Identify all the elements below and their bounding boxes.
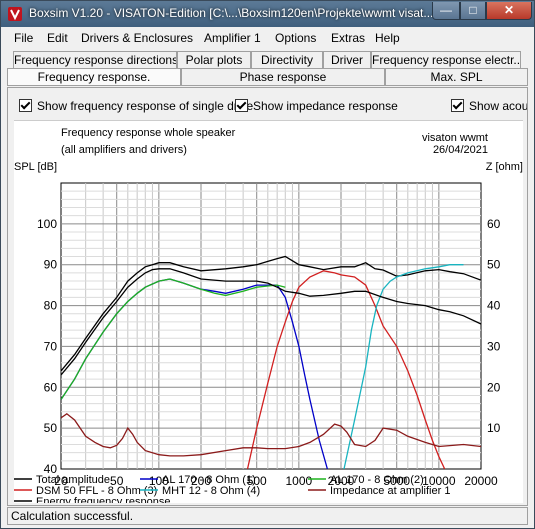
tab-frequency-response-directions[interactable]: Frequency response directions bbox=[13, 51, 177, 69]
menu-edit[interactable]: Edit bbox=[47, 31, 68, 45]
chart-ticks: 20 50 100 200 500 1000 2000 5000 10000 20000 40 50 6… bbox=[37, 217, 501, 488]
chart-header-right-1: visaton wwmt bbox=[422, 132, 488, 144]
y-tick-label: 90 bbox=[44, 258, 58, 272]
chart-date: 26/04/2021 bbox=[433, 144, 488, 156]
checkbox-single-drive-label: Show frequency response of single drive bbox=[37, 99, 254, 113]
y-tick-label: 100 bbox=[37, 217, 57, 231]
y2-axis-label: Z [ohm] bbox=[486, 161, 523, 173]
app-logo-icon bbox=[8, 7, 22, 21]
series-line-7 bbox=[61, 268, 481, 376]
x-tick-label: 20000 bbox=[464, 474, 498, 488]
checkbox-single-drive[interactable]: Show frequency response of single drive bbox=[19, 99, 253, 113]
chart-subtitle: (all amplifiers and drivers) bbox=[61, 144, 187, 156]
series-line-3 bbox=[61, 278, 286, 400]
y-axis-label: SPL [dB] bbox=[14, 161, 57, 173]
status-text: Calculation successful. bbox=[11, 509, 134, 523]
chart-legend: Total amplitude AL 170 - 8 Ohm (1) AL 170 … bbox=[14, 474, 450, 505]
close-button[interactable]: ✕ bbox=[486, 2, 532, 20]
chart-grid bbox=[60, 182, 482, 470]
menu-drivers-enclosures[interactable]: Drivers & Enclosures bbox=[81, 31, 194, 45]
status-bar: Calculation successful. bbox=[7, 507, 528, 525]
plot-frame bbox=[60, 182, 482, 470]
menu-options[interactable]: Options bbox=[275, 31, 317, 45]
plot-area: Frequency response whole speaker (all am… bbox=[14, 120, 523, 505]
x-tick-label: 20 bbox=[54, 474, 68, 488]
title-bar[interactable]: Boxsim V1.20 - VISATON-Edition [C:\...\B… bbox=[1, 1, 534, 27]
series-line-4 bbox=[246, 270, 446, 469]
menu-extras[interactable]: Extras bbox=[331, 31, 366, 45]
legend-label: AL 170 - 8 Ohm (1) bbox=[162, 474, 256, 486]
y-tick-label: 50 bbox=[44, 421, 58, 435]
tab-max-spl[interactable]: Max. SPL bbox=[385, 68, 528, 86]
y2-tick-label: 40 bbox=[487, 299, 501, 313]
y-tick-label: 40 bbox=[44, 462, 58, 476]
menu-amplifier[interactable]: Amplifier 1 bbox=[204, 31, 261, 45]
x-tick-label: 50 bbox=[110, 474, 124, 488]
frequency-response-chart[interactable]: Frequency response whole speaker (all am… bbox=[14, 121, 523, 505]
y-tick-label: 70 bbox=[44, 339, 58, 353]
checkbox-impedance-box[interactable] bbox=[235, 99, 248, 112]
x-tick-label: 10000 bbox=[422, 474, 456, 488]
legend-label: Impedance at amplifier 1 bbox=[330, 485, 450, 497]
y-tick-label: 60 bbox=[44, 380, 58, 394]
x-tick-label: 200 bbox=[191, 474, 211, 488]
y2-tick-label: 50 bbox=[487, 258, 501, 272]
legend-label: Total amplitude bbox=[36, 474, 110, 486]
checkbox-acoustic-label: Show acous bbox=[469, 99, 528, 113]
minimize-button[interactable]: — bbox=[432, 2, 460, 20]
x-tick-label: 5000 bbox=[383, 474, 410, 488]
checkbox-single-drive-box[interactable] bbox=[19, 99, 32, 112]
legend-label: Energy frequency response bbox=[36, 496, 171, 503]
checkbox-impedance[interactable]: Show impedance response bbox=[235, 99, 398, 113]
frequency-response-panel: Show frequency response of single drive … bbox=[7, 87, 528, 506]
checkbox-acoustic[interactable]: Show acous bbox=[451, 99, 528, 113]
x-tick-label: 2000 bbox=[328, 474, 355, 488]
y2-tick-label: 60 bbox=[487, 217, 501, 231]
tab-driver[interactable]: Driver bbox=[323, 51, 371, 69]
x-tick-label: 100 bbox=[149, 474, 169, 488]
legend-label: MHT 12 - 8 Ohm (4) bbox=[162, 485, 260, 497]
series-line-5 bbox=[343, 264, 464, 469]
y2-tick-label: 20 bbox=[487, 380, 501, 394]
menu-help[interactable]: Help bbox=[375, 31, 400, 45]
tab-phase-response[interactable]: Phase response bbox=[181, 68, 385, 86]
tab-polar-plots[interactable]: Polar plots bbox=[177, 51, 251, 69]
y2-tick-label: 30 bbox=[487, 339, 501, 353]
series-line-6 bbox=[61, 412, 481, 457]
checkbox-impedance-label: Show impedance response bbox=[253, 99, 398, 113]
menu-file[interactable]: File bbox=[14, 31, 34, 45]
chart-series bbox=[61, 255, 481, 469]
legend-label: DSM 50 FFL - 8 Ohm (3) bbox=[36, 485, 157, 497]
tab-frequency-response[interactable]: Frequency response. bbox=[7, 68, 181, 86]
y-tick-label: 80 bbox=[44, 299, 58, 313]
y2-tick-label: 10 bbox=[487, 421, 501, 435]
menu-bar: File Edit Drivers & Enclosures Amplifier… bbox=[7, 28, 528, 47]
x-tick-label: 500 bbox=[247, 474, 267, 488]
checkbox-acoustic-box[interactable] bbox=[451, 99, 464, 112]
maximize-button[interactable]: □ bbox=[460, 2, 486, 20]
chart-title: Frequency response whole speaker bbox=[61, 127, 236, 139]
window-title: Boxsim V1.20 - VISATON-Edition [C:\...\B… bbox=[29, 6, 434, 20]
legend-label: AL 170 - 8 Ohm (2) bbox=[330, 474, 424, 486]
x-tick-label: 1000 bbox=[286, 474, 313, 488]
tab-frequency-response-electrical[interactable]: Frequency response electr... bbox=[371, 51, 521, 69]
tab-directivity[interactable]: Directivity bbox=[251, 51, 323, 69]
